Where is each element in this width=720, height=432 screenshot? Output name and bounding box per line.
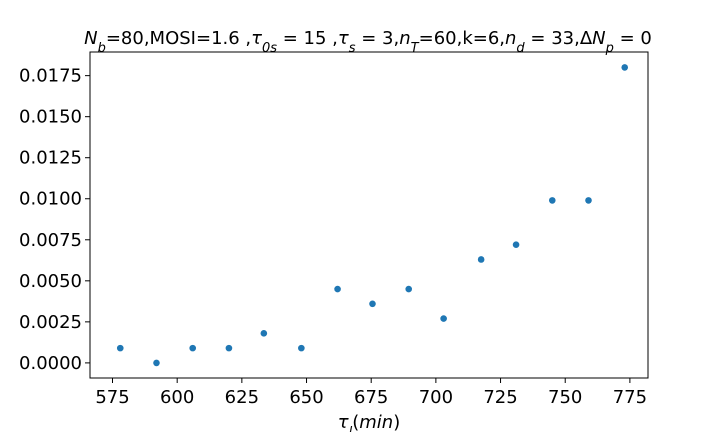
plot-frame xyxy=(89,51,649,379)
y-tick-label: 0.0050 xyxy=(19,271,82,292)
data-point xyxy=(548,197,556,204)
data-point xyxy=(225,344,233,352)
y-tick-label: 0.0125 xyxy=(19,148,82,169)
data-points xyxy=(116,64,629,367)
x-tick-label: 675 xyxy=(354,387,388,408)
y-tick-label: 0.0100 xyxy=(19,189,82,210)
data-point xyxy=(585,197,592,204)
x-axis-ticks: 575 600 625 650 675 700 725 750 775 xyxy=(95,378,647,408)
data-point xyxy=(334,285,341,293)
data-point xyxy=(477,256,485,263)
x-tick-label: 575 xyxy=(95,387,129,408)
x-axis-label: τl(min) xyxy=(338,412,400,432)
x-tick-label: 750 xyxy=(548,387,582,408)
y-axis-ticks: 0.0000 0.0025 0.0050 0.0075 0.0100 0.0125 0.01… xyxy=(19,66,90,374)
y-tick-label: 0.0175 xyxy=(19,66,82,87)
y-tick-label: 0.0025 xyxy=(19,312,82,333)
y-tick-label: 0.0000 xyxy=(19,353,82,374)
data-point xyxy=(260,330,268,337)
y-tick-label: 0.0075 xyxy=(19,230,82,251)
x-tick-label: 650 xyxy=(289,387,323,408)
data-point xyxy=(369,300,376,308)
data-point xyxy=(116,344,124,352)
x-tick-label: 600 xyxy=(160,387,194,408)
data-point xyxy=(298,344,305,352)
y-tick-label: 0.0150 xyxy=(19,107,82,128)
data-point xyxy=(405,285,413,293)
x-tick-label: 700 xyxy=(419,387,453,408)
data-point xyxy=(512,241,520,249)
data-point xyxy=(440,315,447,322)
x-tick-label: 725 xyxy=(483,387,517,408)
x-tick-label: 775 xyxy=(613,387,647,408)
x-tick-label: 625 xyxy=(225,387,259,408)
chart-title: Nb=80,MOSI=1.6 ,τ0s = 15 ,τs = 3,nT=60,k… xyxy=(84,28,652,56)
data-point xyxy=(189,344,197,352)
data-point xyxy=(153,359,160,367)
data-point xyxy=(621,64,629,71)
